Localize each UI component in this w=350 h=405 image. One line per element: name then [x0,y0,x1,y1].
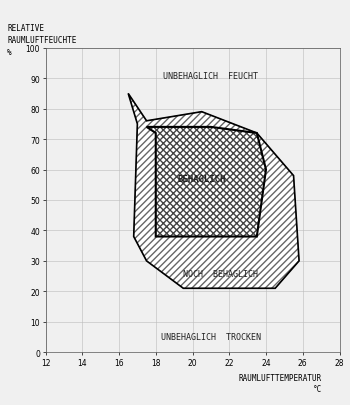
Text: UNBEHAGLICH  TROCKEN: UNBEHAGLICH TROCKEN [161,333,261,342]
Text: UNBEHAGLICH  FEUCHT: UNBEHAGLICH FEUCHT [163,71,258,81]
Text: BEHAGLICH: BEHAGLICH [177,175,226,184]
Polygon shape [128,94,299,288]
Text: RAUMLUFTTEMPERATUR
°C: RAUMLUFTTEMPERATUR °C [239,373,322,393]
Text: NOCH  BEHAGLICH: NOCH BEHAGLICH [183,269,258,278]
Polygon shape [147,128,266,237]
Text: RELATIVE
RAUMLUFTFEUCHTE
%: RELATIVE RAUMLUFTFEUCHTE % [7,24,77,57]
